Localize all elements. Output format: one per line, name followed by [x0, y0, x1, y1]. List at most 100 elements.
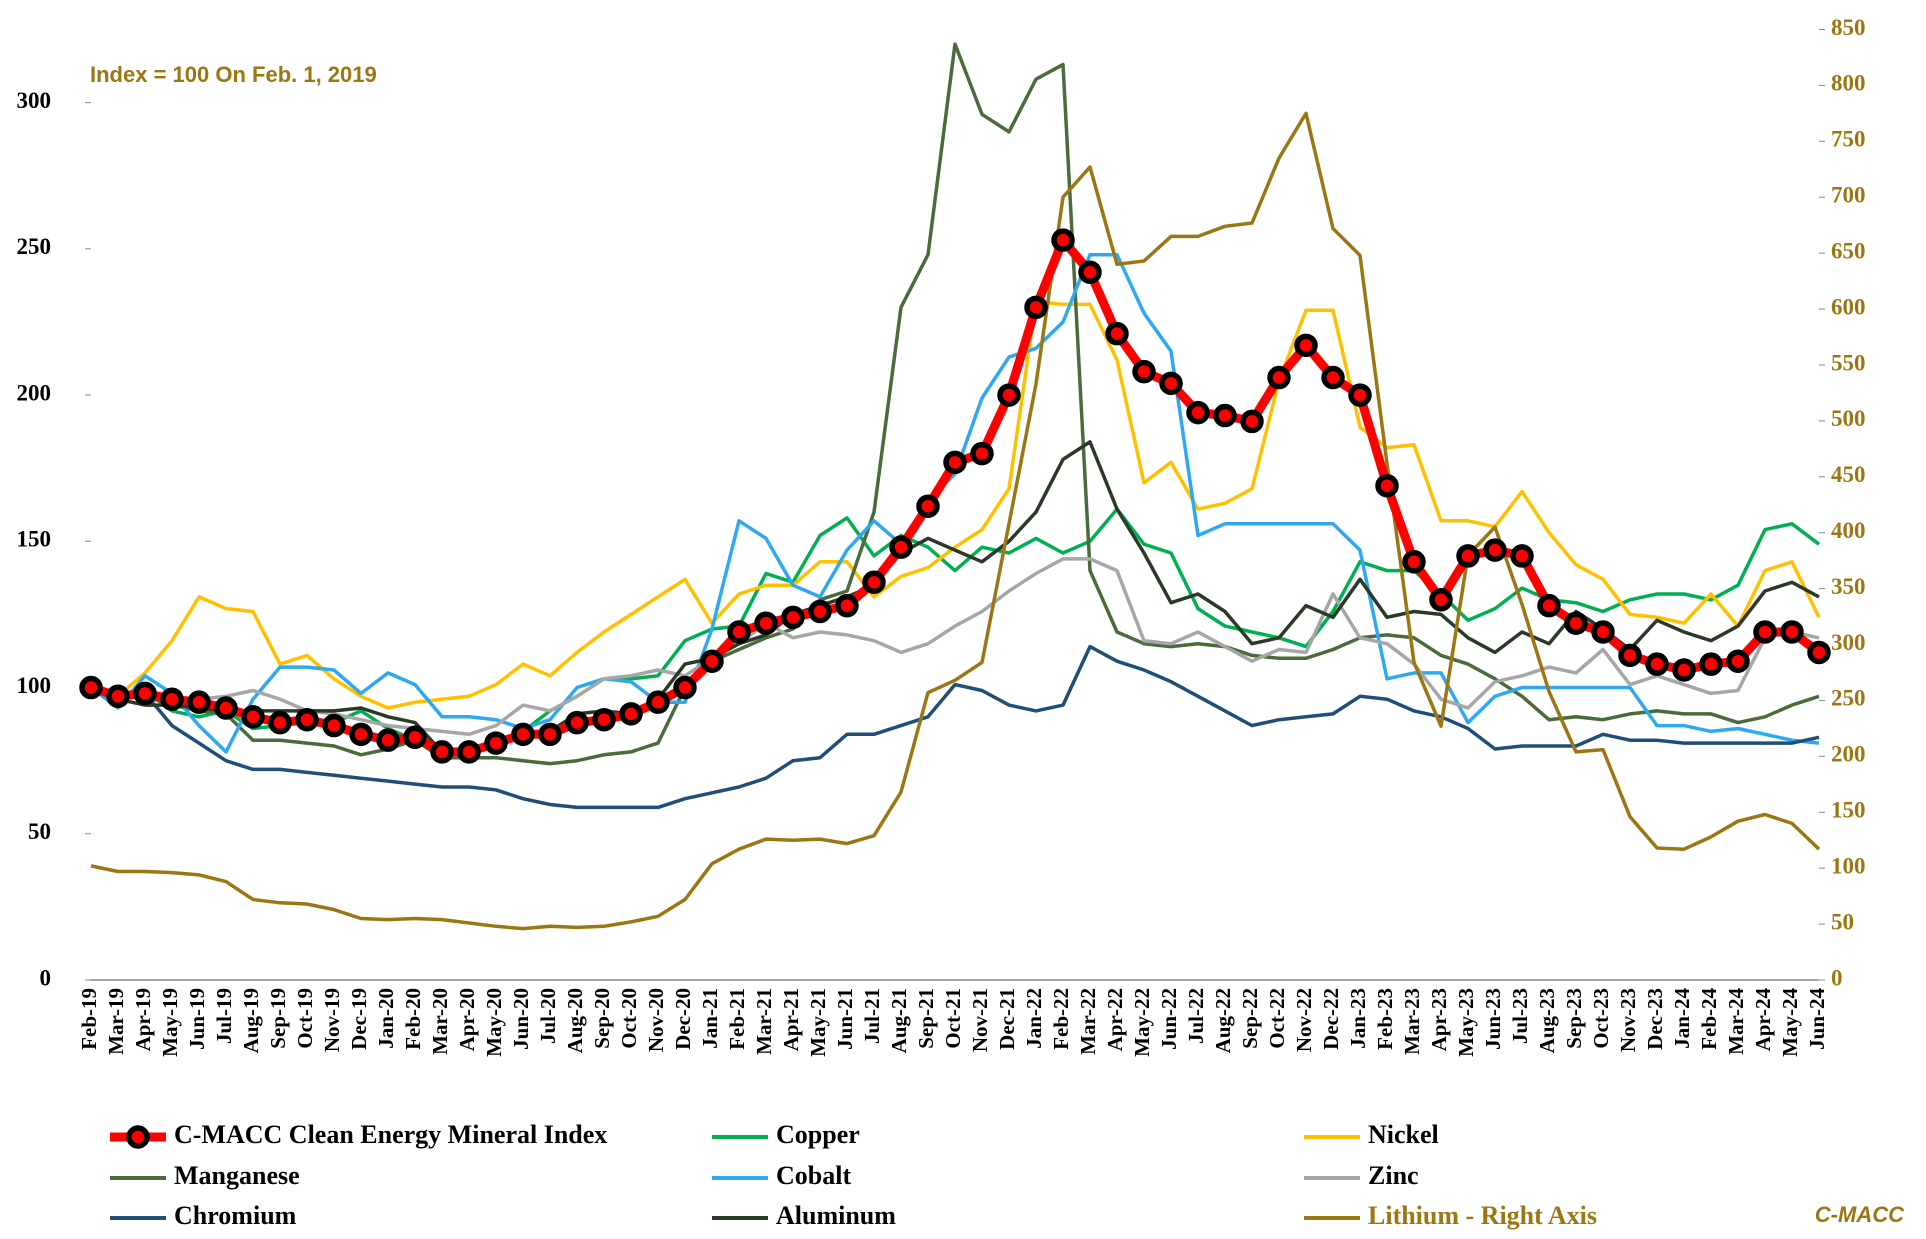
x-tick-label: Aug-22	[1211, 988, 1235, 1053]
series-marker	[133, 681, 157, 706]
series-marker	[1240, 409, 1264, 434]
y2-tick-label: 150	[1831, 798, 1866, 823]
y2-tick-label: 750	[1831, 127, 1866, 152]
y-tick-label: 200	[17, 380, 52, 405]
x-tick-label: Jul-20	[536, 988, 560, 1044]
series-marker	[889, 535, 913, 559]
x-tick-label: Apr-22	[1103, 988, 1127, 1051]
x-tick-label: Jul-23	[1508, 988, 1532, 1044]
y2-tick-label: 650	[1831, 238, 1866, 263]
x-tick-label: Apr-21	[779, 988, 803, 1051]
legend-marker	[126, 1125, 150, 1149]
series-marker	[349, 722, 373, 747]
x-tick-label: Oct-21	[941, 988, 965, 1049]
series-marker	[1402, 550, 1426, 574]
y-tick-label: 250	[17, 234, 52, 259]
x-tick-label: Apr-20	[455, 988, 479, 1051]
x-tick-label: Mar-20	[428, 988, 452, 1055]
series-marker	[322, 713, 346, 738]
series-marker	[916, 494, 940, 518]
series-marker	[1807, 640, 1831, 665]
x-tick-label: May-23	[1454, 988, 1478, 1057]
x-tick-label: Nov-23	[1616, 988, 1640, 1052]
x-tick-label: Apr-24	[1751, 988, 1775, 1052]
x-tick-label: Mar-22	[1076, 988, 1100, 1055]
x-tick-label: Jun-21	[833, 988, 857, 1050]
x-tick-label: Feb-23	[1373, 988, 1397, 1050]
series-marker	[187, 690, 211, 714]
x-tick-label: Oct-19	[293, 988, 317, 1049]
series-marker	[214, 696, 238, 720]
series-marker	[1726, 649, 1750, 673]
series-marker	[727, 620, 751, 644]
x-tick-label: Dec-23	[1643, 988, 1667, 1050]
series-marker	[268, 710, 292, 735]
series-marker	[754, 611, 778, 635]
x-tick-label: Feb-19	[77, 988, 101, 1050]
y2-tick-label: 600	[1831, 294, 1866, 319]
series-marker	[1699, 652, 1723, 676]
x-tick-label: Jun-20	[509, 988, 533, 1050]
x-tick-label: Mar-23	[1400, 988, 1424, 1055]
series-line	[89, 252, 1820, 754]
y2-tick-label: 850	[1831, 15, 1866, 40]
series-marker	[862, 570, 886, 595]
legend-label: Manganese	[174, 1161, 300, 1190]
series-marker	[970, 441, 994, 466]
series-marker	[295, 707, 319, 732]
series-marker	[835, 593, 859, 618]
legend-label: Aluminum	[776, 1201, 896, 1230]
x-tick-label: Dec-22	[1319, 988, 1343, 1050]
source: C-MACC	[1815, 1202, 1905, 1227]
x-tick-label: Sep-21	[914, 988, 938, 1049]
x-tick-label: Mar-21	[752, 988, 776, 1055]
x-tick-label: Feb-22	[1049, 988, 1073, 1050]
series-marker	[1537, 593, 1561, 618]
x-tick-label: Dec-21	[995, 988, 1019, 1050]
series-marker	[403, 725, 427, 750]
series-marker	[997, 383, 1021, 407]
x-tick-label: Sep-20	[590, 988, 614, 1049]
series-marker	[79, 675, 103, 700]
x-tick-label: May-24	[1778, 988, 1802, 1057]
series-marker	[619, 702, 643, 726]
series-marker	[1753, 620, 1777, 644]
series-marker	[1267, 365, 1291, 390]
x-tick-label: May-22	[1130, 988, 1154, 1057]
x-tick-label: Apr-19	[131, 988, 155, 1051]
series-marker	[457, 740, 481, 764]
x-tick-label: Nov-21	[968, 988, 992, 1052]
series-marker	[1564, 611, 1588, 635]
series-marker	[1186, 400, 1210, 425]
series-marker	[1321, 365, 1345, 390]
x-tick-label: May-20	[482, 988, 506, 1057]
series-marker	[1051, 228, 1075, 252]
series-marker	[700, 649, 724, 673]
x-tick-label: Jul-19	[212, 988, 236, 1044]
series-marker	[106, 684, 130, 709]
series-line	[90, 299, 1821, 710]
series-marker	[484, 731, 508, 755]
x-tick-label: Dec-19	[347, 988, 371, 1050]
legend-label: C-MACC Clean Energy Mineral Index	[174, 1120, 607, 1149]
x-tick-label: Feb-21	[725, 988, 749, 1050]
series-marker	[943, 450, 967, 475]
series-marker	[1375, 473, 1399, 498]
series-marker	[1483, 538, 1507, 562]
x-tick-label: Oct-22	[1265, 988, 1289, 1049]
y2-tick-label: 400	[1831, 518, 1866, 543]
x-tick-label: Oct-23	[1589, 988, 1613, 1049]
series-line	[90, 644, 1820, 810]
x-tick-label: Jul-21	[860, 988, 884, 1044]
x-tick-label: Jan-23	[1346, 988, 1370, 1049]
y2-tick-label: 550	[1831, 350, 1866, 375]
legend-label: Lithium - Right Axis	[1368, 1201, 1597, 1230]
x-tick-label: Jun-22	[1157, 988, 1181, 1050]
x-tick-label: Dec-20	[671, 988, 695, 1050]
series-marker	[1294, 333, 1318, 358]
x-tick-label: May-21	[806, 988, 830, 1057]
x-tick-label: Jan-21	[698, 988, 722, 1049]
y2-tick-label: 50	[1831, 909, 1854, 934]
series-line	[90, 42, 1820, 766]
